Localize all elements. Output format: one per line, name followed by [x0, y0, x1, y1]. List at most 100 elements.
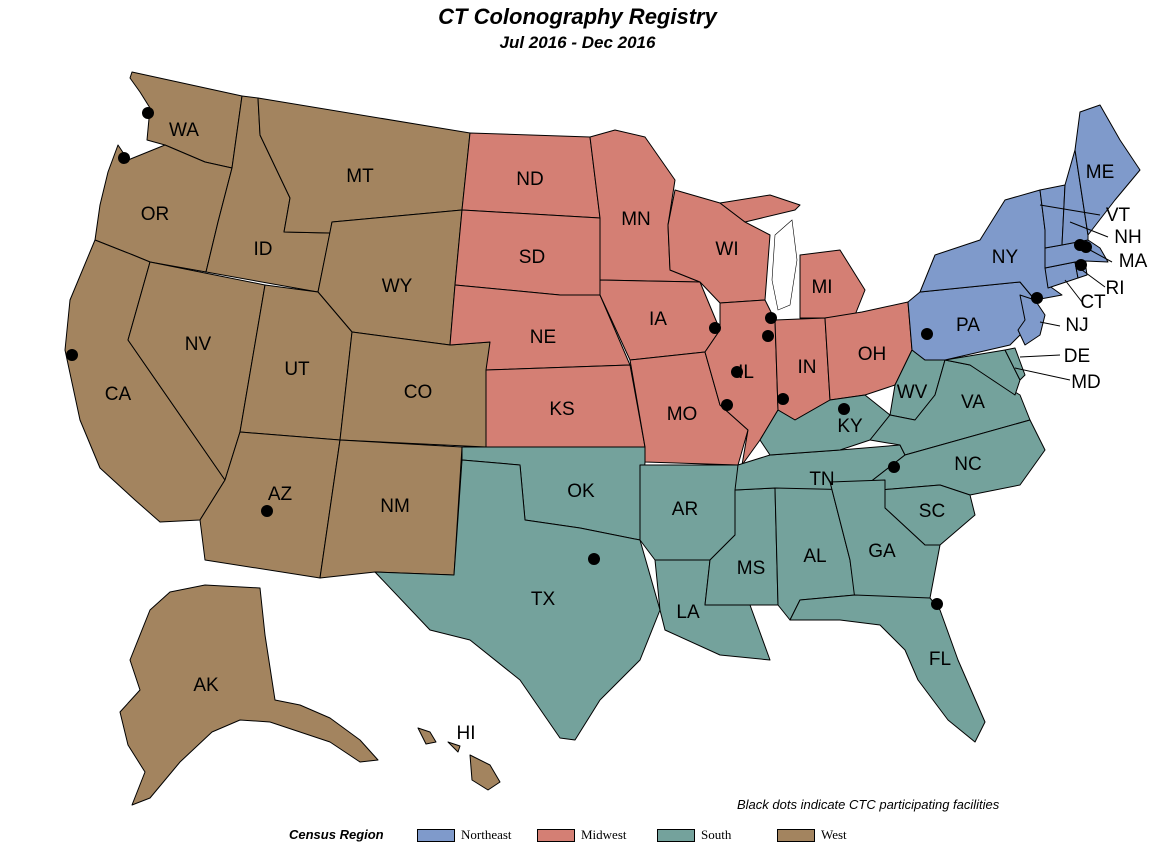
label-fl: FL [929, 649, 951, 670]
legend-label-northeast: Northeast [461, 827, 512, 842]
facility-dot [721, 399, 733, 411]
facility-note: Black dots indicate CTC participating fa… [737, 797, 1000, 812]
map-subtitle: Jul 2016 - Dec 2016 [499, 33, 656, 52]
label-nv: NV [185, 334, 212, 355]
legend-item-west: West [777, 827, 847, 843]
state-vt [1039, 184, 1066, 249]
label-co: CO [404, 382, 433, 403]
legend-swatch-northeast [417, 828, 455, 842]
legend-item-northeast: Northeast [417, 827, 512, 843]
label-vt: VT [1106, 205, 1131, 226]
region-south [374, 347, 1046, 743]
state-ak [119, 584, 379, 806]
label-ak: AK [193, 675, 219, 696]
label-mn: MN [621, 209, 651, 230]
label-ks: KS [549, 399, 574, 420]
facility-dot [838, 403, 850, 415]
label-il: IL [738, 362, 754, 383]
facility-dot [762, 330, 774, 342]
label-al: AL [803, 546, 826, 567]
state-ma [1044, 239, 1109, 269]
state-fl [789, 594, 986, 743]
label-sd: SD [519, 247, 545, 268]
facility-dot [777, 393, 789, 405]
label-tn: TN [809, 469, 834, 490]
facility-dot [1031, 292, 1043, 304]
facility-dot [921, 328, 933, 340]
state-de [1004, 347, 1026, 381]
state-ky [759, 394, 891, 456]
facility-dot [765, 312, 777, 324]
legend-label-south: South [701, 827, 732, 842]
facility-dots [66, 107, 1092, 610]
legend-label-west: West [821, 827, 847, 842]
state-nh [1061, 149, 1089, 246]
legend-title: Census Region [289, 827, 384, 842]
label-ok: OK [567, 481, 595, 502]
label-nh: NH [1114, 227, 1141, 248]
label-ga: GA [868, 541, 896, 562]
map-title: CT Colonography Registry [438, 4, 717, 29]
label-ri: RI [1106, 278, 1125, 299]
label-hi: HI [457, 723, 476, 744]
label-ca: CA [105, 384, 132, 405]
label-la: LA [676, 602, 700, 623]
region-northeast [907, 104, 1141, 361]
label-de: DE [1064, 346, 1090, 367]
state-wi [667, 189, 771, 304]
label-wi: WI [715, 239, 738, 260]
state-hi [417, 727, 501, 791]
state-tx [374, 459, 661, 741]
state-labels: WA OR CA NV ID MT WY UT CO AZ NM AK HI N… [105, 120, 1148, 744]
label-wy: WY [382, 276, 413, 297]
label-wv: WV [897, 382, 928, 403]
facility-dot [709, 322, 721, 334]
label-nc: NC [954, 454, 981, 475]
facility-dot [142, 107, 154, 119]
label-az: AZ [268, 484, 293, 505]
label-ut: UT [284, 359, 310, 380]
label-tx: TX [531, 589, 556, 610]
label-wa: WA [169, 120, 199, 141]
label-mo: MO [667, 404, 698, 425]
label-ky: KY [837, 416, 863, 437]
label-mi: MI [811, 277, 832, 298]
label-md: MD [1071, 372, 1101, 393]
label-nj: NJ [1065, 315, 1088, 336]
facility-dot [118, 152, 130, 164]
region-midwest [449, 129, 913, 466]
label-ms: MS [737, 558, 766, 579]
label-me: ME [1086, 162, 1115, 183]
label-ny: NY [992, 247, 1019, 268]
label-sc: SC [919, 501, 945, 522]
label-in: IN [798, 357, 817, 378]
facility-dot [66, 349, 78, 361]
label-ia: IA [649, 309, 667, 330]
label-oh: OH [858, 344, 887, 365]
facility-dot [888, 461, 900, 473]
label-ct: CT [1080, 292, 1106, 313]
legend-label-midwest: Midwest [581, 827, 627, 842]
facility-dot [931, 598, 943, 610]
legend-swatch-midwest [537, 828, 575, 842]
region-west [64, 71, 501, 806]
label-nm: NM [380, 496, 410, 517]
state-me [1074, 104, 1141, 236]
facility-dot [731, 366, 743, 378]
label-pa: PA [956, 315, 980, 336]
label-ar: AR [672, 499, 698, 520]
legend-item-south: South [657, 827, 731, 843]
facility-dot [261, 505, 273, 517]
lake-michigan [771, 219, 798, 311]
label-va: VA [961, 392, 985, 413]
label-id: ID [254, 239, 273, 260]
state-ny [919, 189, 1063, 301]
facility-dot [1075, 259, 1087, 271]
legend-swatch-west [777, 828, 815, 842]
legend-swatch-south [657, 828, 695, 842]
label-or: OR [141, 204, 170, 225]
label-ne: NE [530, 327, 556, 348]
label-mt: MT [346, 166, 374, 187]
facility-dot [588, 553, 600, 565]
